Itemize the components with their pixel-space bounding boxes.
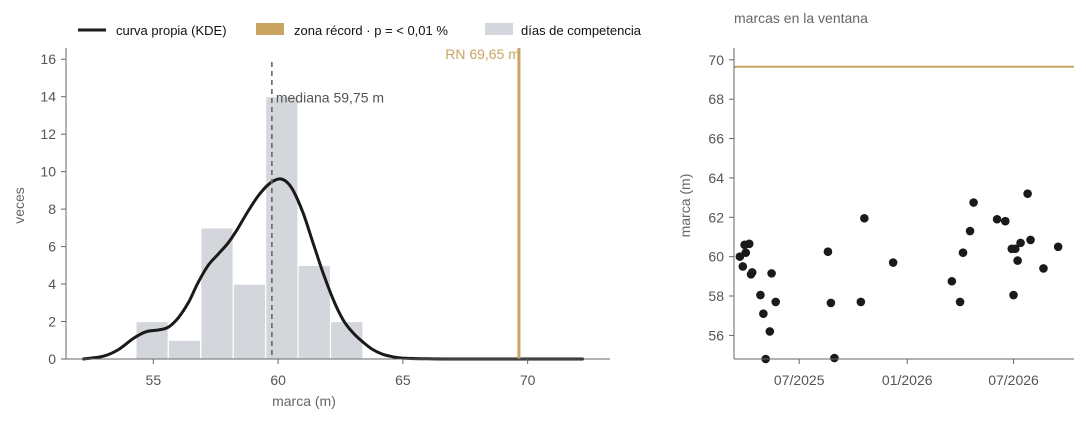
histogram-bars — [135, 96, 364, 360]
legend-histogram-label: días de competencia — [521, 23, 642, 38]
histogram-bar-2 — [200, 227, 234, 360]
scatter-title: marcas en la ventana — [734, 10, 868, 26]
x-axis-label: marca (m) — [272, 393, 336, 409]
scatter-point-23 — [969, 198, 978, 207]
scatter-point-34 — [1053, 242, 1063, 252]
scatter-point-15 — [830, 353, 839, 363]
scatter-y-tick-label-68: 68 — [708, 91, 724, 107]
kde-curve — [82, 177, 585, 361]
scatter-point-10 — [765, 327, 775, 336]
scatter-point-14 — [826, 298, 836, 308]
scatter-point-6 — [747, 268, 757, 277]
histogram-bar-0 — [135, 320, 169, 360]
scatter-point-31 — [1023, 189, 1032, 198]
x-tick-label-70: 70 — [520, 372, 536, 388]
scatter-point-24 — [992, 214, 1002, 224]
histogram-bar-4 — [265, 96, 299, 360]
legend-kde-label: curva propia (KDE) — [116, 23, 227, 38]
scatter-point-22 — [965, 226, 975, 236]
scatter-point-7 — [756, 290, 765, 300]
y-tick-label-10: 10 — [40, 164, 56, 180]
legend-record-label: zona récord · p = < 0,01 % — [294, 23, 448, 38]
scatter-point-3 — [741, 248, 751, 258]
scatter-point-28 — [1010, 244, 1020, 254]
scatter-x-tick-label-0: 07/2025 — [774, 372, 825, 388]
y-tick-label-4: 4 — [48, 276, 56, 292]
legend-record-swatch — [256, 23, 284, 35]
y-tick-label-6: 6 — [48, 239, 56, 255]
scatter-x-tick-label-2: 07/2026 — [988, 372, 1039, 388]
y-tick-label-2: 2 — [48, 314, 56, 330]
median-label: mediana 59,75 m — [276, 89, 384, 105]
legend: curva propia (KDE) zona récord · p = < 0… — [78, 23, 642, 38]
scatter-y-tick-label-64: 64 — [708, 170, 724, 186]
y-axis-label: veces — [11, 187, 27, 224]
x-tick-label-60: 60 — [270, 372, 286, 388]
scatter-point-30 — [1016, 238, 1025, 248]
record-label: RN 69,65 m — [445, 46, 520, 62]
histogram-panel: mediana 59,75 m RN 69,65 m 0 2 4 6 8 10 12 14 16… — [11, 46, 610, 409]
scatter-point-4 — [744, 239, 754, 249]
histogram-bar-6 — [329, 320, 364, 360]
scatter-y-tick-label-62: 62 — [708, 209, 724, 225]
x-tick-label-55: 55 — [146, 372, 162, 388]
scatter-point-33 — [1039, 264, 1048, 273]
y-tick-label-8: 8 — [48, 201, 56, 217]
scatter-point-13 — [823, 247, 833, 257]
scatter-point-8 — [759, 309, 768, 319]
x-tick-label-65: 65 — [395, 372, 411, 388]
histogram-bar-3 — [232, 283, 267, 360]
scatter-y-tick-label-66: 66 — [708, 131, 724, 147]
y-tick-label-16: 16 — [40, 51, 56, 67]
y-tick-label-14: 14 — [40, 89, 56, 105]
scatter-y-tick-label-70: 70 — [708, 52, 724, 68]
scatter-point-29 — [1013, 256, 1022, 265]
scatter-y-tick-label-58: 58 — [708, 288, 724, 304]
y-tick-label-0: 0 — [48, 351, 56, 367]
scatter-point-20 — [955, 297, 965, 307]
legend-histogram-swatch — [485, 23, 513, 35]
scatter-point-19 — [947, 276, 957, 286]
scatter-x-tick-label-1: 01/2026 — [882, 372, 933, 388]
scatter-point-12 — [771, 297, 780, 307]
scatter-point-21 — [958, 248, 968, 258]
scatter-point-18 — [888, 258, 898, 267]
scatter-point-25 — [1000, 216, 1010, 226]
y-tick-label-12: 12 — [40, 126, 56, 142]
scatter-panel: marcas en la ventana 56 58 60 62 64 66 68 70 07/… — [677, 10, 1074, 388]
histogram-axes: 0 2 4 6 8 10 12 14 16 55 60 65 70 — [40, 48, 610, 388]
scatter-points — [735, 189, 1063, 364]
scatter-y-axis-label: marca (m) — [677, 174, 693, 238]
scatter-point-27 — [1009, 290, 1018, 300]
scatter-y-tick-label-56: 56 — [708, 327, 724, 343]
scatter-point-17 — [860, 213, 869, 223]
scatter-point-16 — [856, 297, 866, 307]
scatter-y-tick-label-60: 60 — [708, 249, 724, 265]
scatter-point-1 — [738, 262, 748, 271]
scatter-axes: 56 58 60 62 64 66 68 70 07/2025 01/2026 07/2026 — [708, 48, 1074, 388]
histogram-bar-1 — [167, 339, 202, 360]
scatter-point-32 — [1026, 235, 1035, 245]
scatter-point-11 — [767, 269, 776, 278]
